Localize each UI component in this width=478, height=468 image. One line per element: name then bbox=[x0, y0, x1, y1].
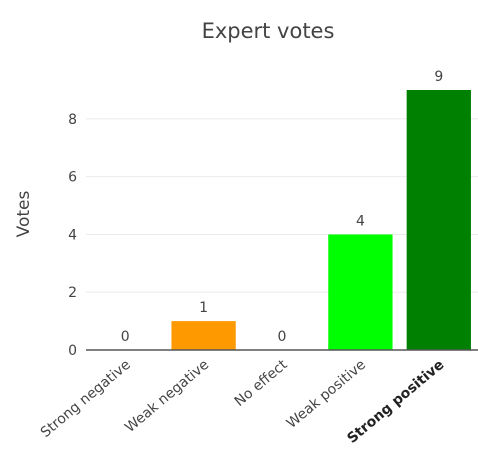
x-tick-label: No effect bbox=[232, 356, 291, 409]
x-tick-label: Weak positive bbox=[284, 357, 369, 432]
chart-title: Expert votes bbox=[202, 19, 335, 43]
bar-weak-positive[interactable] bbox=[328, 234, 393, 350]
x-tick-label: Strong negative bbox=[38, 357, 134, 441]
y-tick-label: 2 bbox=[68, 285, 77, 301]
y-tick-labels: 0 2 4 6 8 bbox=[68, 112, 77, 359]
bar-weak-negative[interactable] bbox=[171, 321, 236, 350]
y-tick-label: 6 bbox=[68, 170, 77, 186]
x-tick-label: Weak negative bbox=[122, 357, 212, 436]
y-tick-label: 4 bbox=[68, 227, 77, 243]
y-tick-label: 8 bbox=[68, 112, 77, 128]
y-tick-label: 0 bbox=[68, 343, 77, 359]
data-label: 9 bbox=[434, 69, 443, 85]
data-label: 0 bbox=[278, 329, 287, 345]
data-label: 1 bbox=[199, 300, 208, 316]
bars bbox=[171, 90, 471, 350]
data-label: 0 bbox=[121, 329, 130, 345]
y-axis-label: Votes bbox=[14, 191, 34, 238]
data-label: 4 bbox=[356, 213, 365, 229]
bar-strong-positive[interactable] bbox=[406, 90, 471, 350]
data-labels: 0 1 0 4 9 bbox=[121, 69, 444, 345]
